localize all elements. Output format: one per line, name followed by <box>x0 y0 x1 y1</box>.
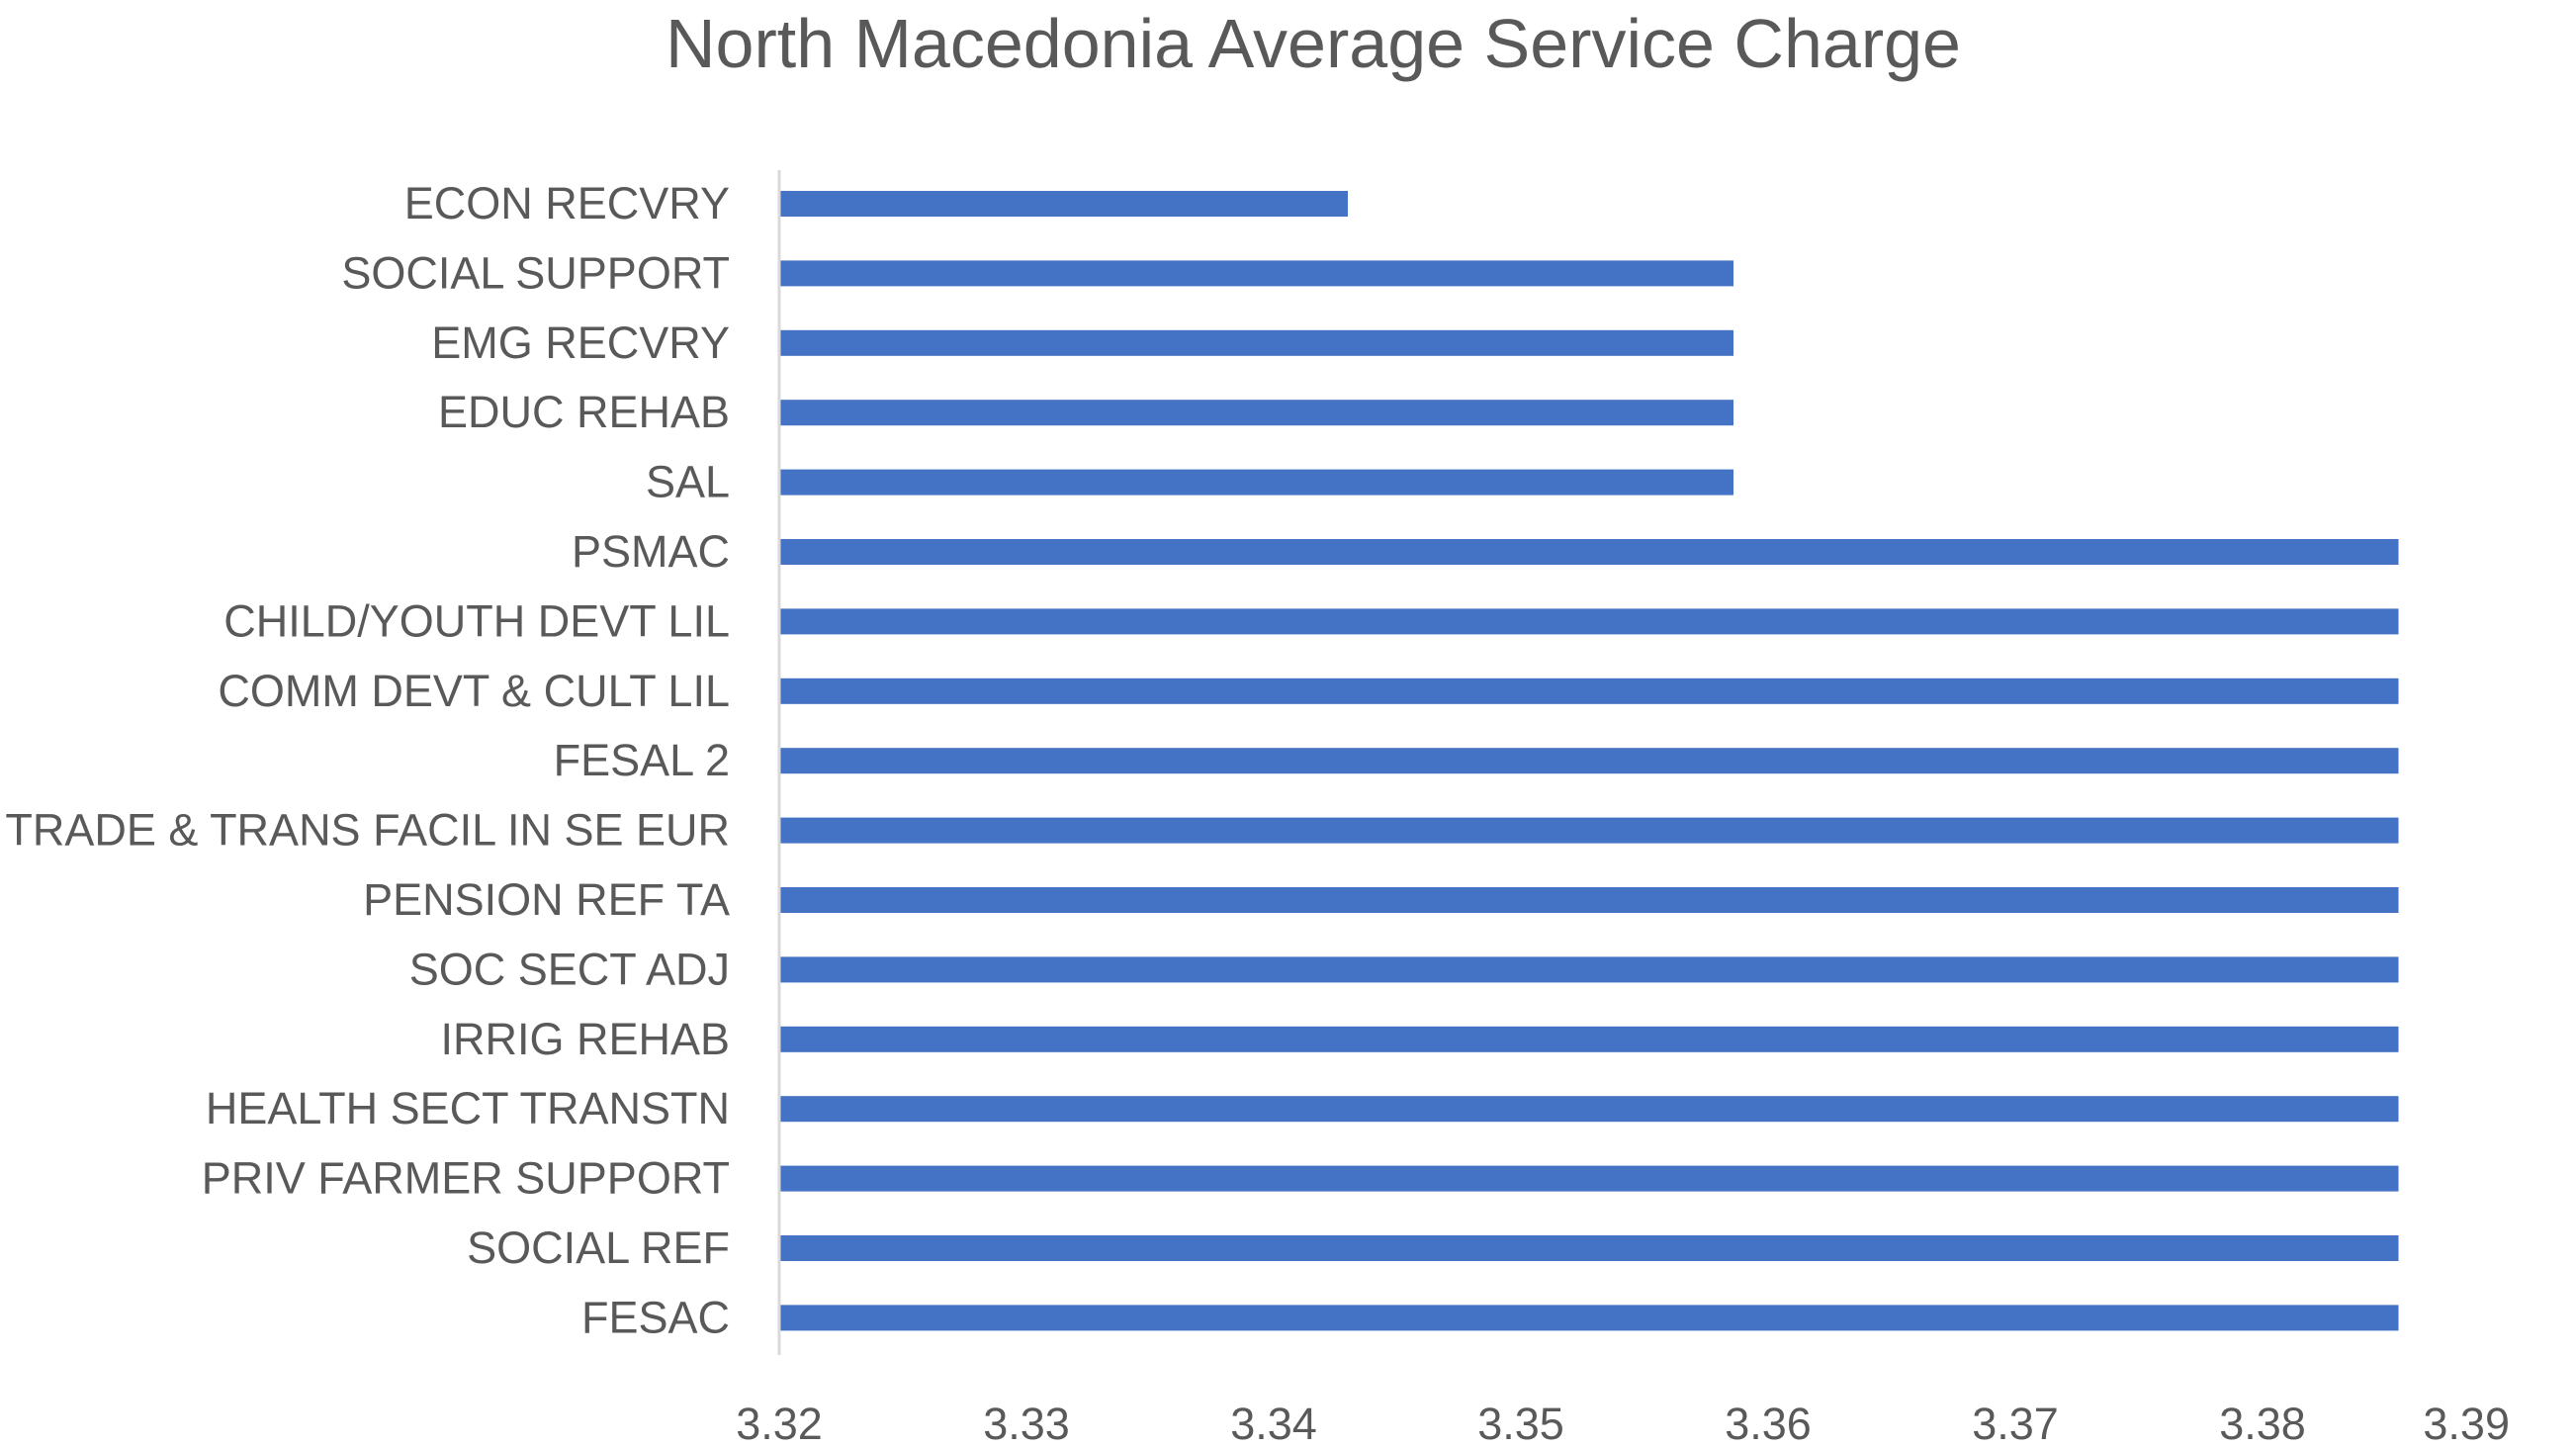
x-tick-label: 3.33 <box>983 1399 1070 1447</box>
bar-fesac <box>779 1305 2399 1331</box>
category-labels: ECON RECVRY SOCIAL SUPPORT EMG RECVRY EDUC … <box>5 178 730 1342</box>
category-label-fesal-2: FESAL 2 <box>554 735 730 785</box>
x-axis-tick-labels: 3.32 3.33 3.34 3.35 3.36 3.37 3.38 3.39 <box>736 1399 2510 1447</box>
category-label-child-youth-devt-lil: CHILD/YOUTH DEVT LIL <box>223 595 730 646</box>
bar-soc-sect-adj <box>779 956 2399 983</box>
category-label-priv-farmer-support: PRIV FARMER SUPPORT <box>202 1153 730 1204</box>
bar-emg-recvry <box>779 329 1733 356</box>
category-label-soc-sect-adj: SOC SECT ADJ <box>409 944 730 994</box>
category-label-fesac: FESAC <box>581 1292 730 1342</box>
category-label-sal: SAL <box>646 457 730 507</box>
bar-priv-farmer-support <box>779 1165 2399 1192</box>
x-tick-label: 3.37 <box>1972 1399 2059 1447</box>
x-tick-label: 3.34 <box>1230 1399 1317 1447</box>
x-tick-label: 3.38 <box>2219 1399 2306 1447</box>
category-label-educ-rehab: EDUC REHAB <box>438 387 730 437</box>
bar-irrig-rehab <box>779 1026 2399 1052</box>
category-label-health-sect-transtn: HEALTH SECT TRANSTN <box>206 1083 730 1133</box>
bar-fesal-2 <box>779 748 2399 774</box>
x-tick-label: 3.39 <box>2423 1399 2510 1447</box>
category-label-pension-ref-ta: PENSION REF TA <box>363 874 730 925</box>
bars-group <box>779 191 2399 1331</box>
bar-trade-trans-facil-in-se-eur <box>779 817 2399 844</box>
bar-educ-rehab <box>779 400 1733 426</box>
bar-sal <box>779 469 1733 496</box>
category-label-emg-recvry: EMG RECVRY <box>431 317 730 368</box>
bar-pension-ref-ta <box>779 887 2399 913</box>
bar-comm-devt-cult-lil <box>779 678 2399 704</box>
category-label-irrig-rehab: IRRIG REHAB <box>440 1014 730 1064</box>
bar-health-sect-transtn <box>779 1096 2399 1123</box>
category-label-psmac: PSMAC <box>572 526 730 577</box>
category-label-econ-recvry: ECON RECVRY <box>404 178 730 228</box>
category-label-comm-devt-cult-lil: COMM DEVT & CULT LIL <box>218 666 730 716</box>
bar-social-support <box>779 260 1733 287</box>
bar-social-ref <box>779 1235 2399 1261</box>
x-tick-label: 3.36 <box>1725 1399 1812 1447</box>
chart-title: North Macedonia Average Service Charge <box>666 5 1961 82</box>
category-label-social-ref: SOCIAL REF <box>467 1222 730 1273</box>
bar-econ-recvry <box>779 191 1348 217</box>
category-label-trade-trans-facil-in-se-eur: TRADE & TRANS FACIL IN SE EUR <box>5 805 730 856</box>
x-tick-label: 3.35 <box>1477 1399 1564 1447</box>
bar-child-youth-devt-lil <box>779 608 2399 635</box>
bar-psmac <box>779 539 2399 565</box>
x-tick-label: 3.32 <box>736 1399 823 1447</box>
category-label-social-support: SOCIAL SUPPORT <box>341 247 730 298</box>
